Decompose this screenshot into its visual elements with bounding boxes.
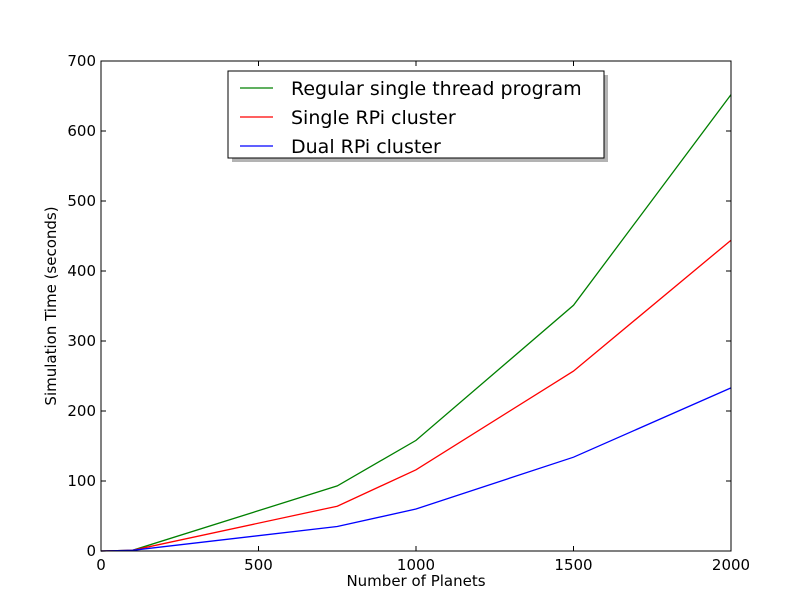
y-tick-label-7: 700: [67, 52, 96, 70]
y-tick-label-6: 600: [67, 122, 96, 140]
x-tick-label-0: 0: [96, 556, 106, 574]
x-tick-label-1: 500: [244, 556, 273, 574]
y-axis-label: Simulation Time (seconds): [42, 206, 60, 405]
x-axis-label: Number of Planets: [346, 572, 485, 590]
ticks-layer: 0 500 1000 1500 2000 0 100 200 300 400 500 600 700: [67, 52, 750, 574]
y-tick-label-1: 100: [67, 472, 96, 490]
legend: Regular single thread program Single RPi …: [227, 70, 608, 162]
y-tick-label-4: 400: [67, 262, 96, 280]
y-tick-label-2: 200: [67, 402, 96, 420]
legend-entry-2: Dual RPi cluster: [291, 136, 441, 158]
y-tick-label-5: 500: [67, 192, 96, 210]
x-tick-label-4: 2000: [712, 556, 750, 574]
legend-box: [227, 70, 605, 159]
x-tick-label-3: 1500: [554, 556, 592, 574]
x-tick-label-2: 1000: [397, 556, 435, 574]
legend-entry-0: Regular single thread program: [291, 78, 582, 100]
legend-entry-1: Single RPi cluster: [291, 107, 456, 129]
series-line-2: [100, 387, 732, 552]
y-tick-label-0: 0: [86, 542, 96, 560]
y-tick-label-3: 300: [67, 332, 96, 350]
series-layer: [100, 94, 732, 552]
